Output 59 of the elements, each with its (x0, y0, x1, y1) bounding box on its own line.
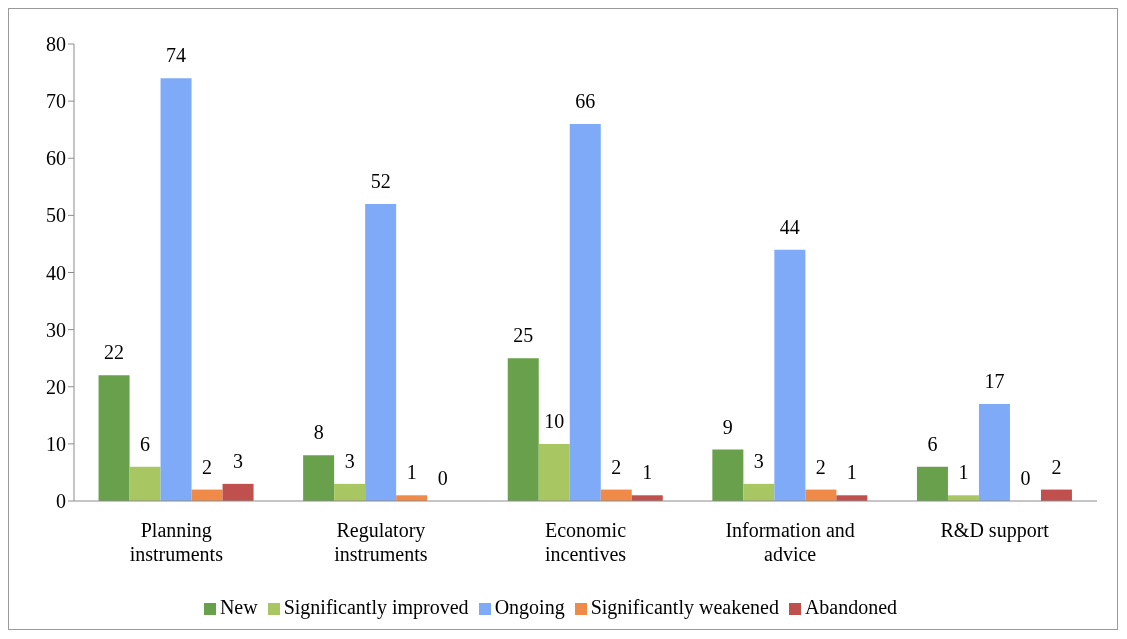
y-tick-label: 0 (56, 490, 66, 513)
bar (222, 483, 254, 501)
bar (916, 466, 948, 501)
y-tick-label: 50 (46, 204, 66, 227)
y-tick-label: 10 (46, 432, 66, 455)
y-tick-label: 20 (46, 375, 66, 398)
y-tick-label: 40 (46, 261, 66, 284)
data-label: 2 (1051, 455, 1062, 478)
bar (98, 375, 130, 501)
bar (129, 466, 161, 501)
bar (303, 455, 335, 501)
bar (365, 203, 397, 501)
data-label: 1 (642, 461, 653, 484)
data-label: 1 (958, 461, 969, 484)
y-tick-label: 60 (46, 147, 66, 170)
data-label: 10 (544, 409, 565, 432)
bar (978, 403, 1010, 501)
data-label: 1 (846, 461, 857, 484)
data-label: 2 (202, 455, 213, 478)
data-label: 52 (370, 169, 391, 192)
x-tick-label: Planning instruments (129, 519, 224, 565)
y-tick-label: 70 (46, 90, 66, 113)
data-label: 9 (722, 415, 733, 438)
data-label: 0 (1020, 466, 1031, 489)
y-tick-label: 30 (46, 318, 66, 341)
data-label: 22 (104, 341, 125, 364)
legend-label: Ongoing (494, 596, 565, 618)
y-tick-label: 80 (46, 33, 66, 56)
bar (712, 449, 744, 501)
data-label: 3 (753, 449, 764, 472)
data-label: 25 (513, 324, 534, 347)
legend-label: Significantly weakened (590, 596, 779, 618)
bar (160, 78, 192, 501)
x-tick-label: Economic incentives (544, 519, 627, 565)
data-label: 2 (815, 455, 826, 478)
x-tick-label: Regulatory instruments (334, 519, 428, 565)
data-label: 8 (313, 421, 324, 444)
x-tick-label: Information and advice (725, 519, 855, 565)
x-tick-label: R&D support (940, 519, 1050, 542)
bar (569, 123, 601, 501)
bar (507, 358, 539, 501)
bar (334, 483, 366, 501)
data-label: 74 (166, 44, 187, 67)
bar (538, 443, 570, 501)
bar (774, 249, 806, 501)
data-label: 66 (575, 89, 596, 112)
data-label: 44 (779, 215, 800, 238)
data-label: 1 (406, 461, 417, 484)
data-label: 3 (233, 449, 244, 472)
legend-label: New (219, 596, 258, 618)
data-label: 2 (611, 455, 622, 478)
data-label: 6 (140, 432, 151, 455)
data-label: 6 (927, 432, 938, 455)
data-label: 0 (437, 466, 448, 489)
data-label: 3 (344, 449, 355, 472)
bar (743, 483, 775, 501)
data-label: 17 (984, 369, 1005, 392)
legend-label: Significantly improved (283, 596, 469, 618)
legend-label: Abandoned (804, 596, 898, 618)
